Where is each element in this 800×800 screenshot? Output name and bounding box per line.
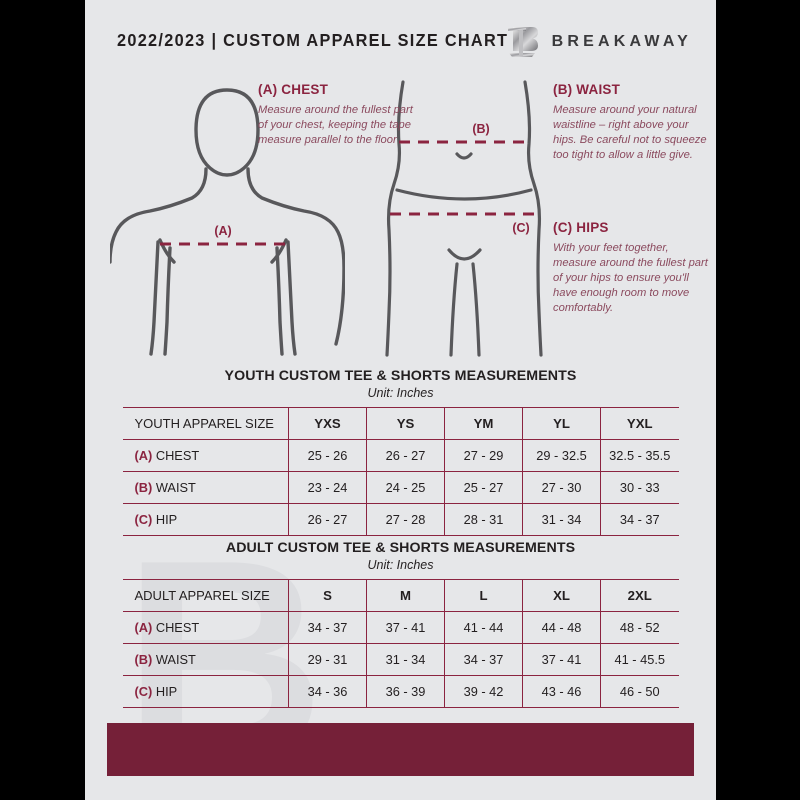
breakaway-b-monogram-icon [507, 27, 538, 57]
youth-hip-4: 34 - 37 [600, 503, 679, 536]
row-name: WAIST [155, 652, 196, 667]
row-tag: (C) [134, 684, 153, 699]
adult-size-4: 2XL [600, 579, 679, 612]
table-row: (C) HIP 34 - 36 36 - 39 39 - 42 43 - 46 … [122, 675, 679, 708]
adult-hip-3: 43 - 46 [522, 675, 601, 708]
youth-size-3: YL [522, 407, 601, 440]
waist-marker-label: (B) [472, 122, 489, 136]
adult-row-chest-label: (A) CHEST [122, 611, 289, 644]
adult-size-0: S [288, 579, 367, 612]
youth-size-1: YS [366, 407, 445, 440]
youth-chest-0: 25 - 26 [288, 439, 367, 472]
youth-table-unit: Unit: Inches [367, 386, 434, 400]
adult-row-hip-label: (C) HIP [122, 675, 289, 708]
youth-waist-0: 23 - 24 [288, 471, 367, 504]
measurement-illustrations: (A) (B) (C) [85, 70, 716, 360]
adult-size-2: L [444, 579, 523, 612]
youth-waist-3: 27 - 30 [522, 471, 601, 504]
footer-accent-bar [107, 723, 694, 776]
adult-table-title: ADULT CUSTOM TEE & SHORTS MEASUREMENTS [225, 540, 576, 556]
youth-chest-3: 29 - 32.5 [522, 439, 601, 472]
adult-waist-2: 34 - 37 [444, 643, 523, 676]
adult-waist-4: 41 - 45.5 [600, 643, 679, 676]
note-chest-title: (A) CHEST [258, 82, 329, 97]
youth-hip-3: 31 - 34 [522, 503, 601, 536]
adult-hip-4: 46 - 50 [600, 675, 679, 708]
youth-size-4: YXL [600, 407, 679, 440]
row-tag: (B) [134, 652, 153, 667]
page-title: 2022/2023 | CUSTOM APPAREL SIZE CHART [117, 30, 509, 50]
note-waist-body: Measure around your natural waistline – … [553, 104, 707, 161]
youth-row-hip-label: (C) HIP [122, 503, 289, 536]
adult-chest-1: 37 - 41 [366, 611, 445, 644]
table-row: (B) WAIST 29 - 31 31 - 34 34 - 37 37 - 4… [122, 643, 679, 676]
adult-chest-2: 41 - 44 [444, 611, 523, 644]
youth-waist-2: 25 - 27 [444, 471, 523, 504]
adult-hip-1: 36 - 39 [366, 675, 445, 708]
adult-chest-3: 44 - 48 [522, 611, 601, 644]
brand-name: BREAKAWAY [551, 33, 692, 50]
torso-figure-illustration: (A) [110, 88, 345, 356]
youth-row-waist-label: (B) WAIST [122, 471, 289, 504]
adult-measurements-table: ADULT APPAREL SIZE S M L XL 2XL (A) CHES… [122, 579, 679, 708]
youth-waist-4: 30 - 33 [600, 471, 679, 504]
note-hips: (C) HIPS With your feet together, measur… [553, 220, 713, 315]
youth-hip-2: 28 - 31 [444, 503, 523, 536]
note-hips-title: (C) HIPS [553, 220, 609, 235]
youth-waist-1: 24 - 25 [366, 471, 445, 504]
table-row: (C) HIP 26 - 27 27 - 28 28 - 31 31 - 34 … [122, 503, 679, 536]
row-tag: (C) [134, 512, 153, 527]
size-chart-page: B 2022/2023 | CUSTOM APPAREL SIZE CHART [85, 0, 716, 800]
adult-waist-1: 31 - 34 [366, 643, 445, 676]
youth-measurements-table: YOUTH APPAREL SIZE YXS YS YM YL YXL (A) … [122, 407, 679, 536]
note-chest: (A) CHEST Measure around the fullest par… [258, 82, 418, 148]
table-row: (B) WAIST 23 - 24 24 - 25 25 - 27 27 - 3… [122, 471, 679, 504]
youth-hip-0: 26 - 27 [288, 503, 367, 536]
row-name: HIP [155, 684, 178, 699]
youth-chest-2: 27 - 29 [444, 439, 523, 472]
youth-chest-4: 32.5 - 35.5 [600, 439, 679, 472]
adult-size-1: M [366, 579, 445, 612]
adult-chest-0: 34 - 37 [288, 611, 367, 644]
adult-size-label: ADULT APPAREL SIZE [122, 579, 289, 612]
note-waist: (B) WAIST Measure around your natural wa… [553, 82, 713, 163]
adult-size-3: XL [522, 579, 601, 612]
adult-row-waist-label: (B) WAIST [122, 643, 289, 676]
youth-row-chest-label: (A) CHEST [122, 439, 289, 472]
hips-marker-label: (C) [512, 221, 529, 235]
row-tag: (B) [134, 480, 153, 495]
note-chest-body: Measure around the fullest part of your … [258, 104, 413, 146]
adult-measurements-section: ADULT CUSTOM TEE & SHORTS MEASUREMENTS U… [85, 540, 716, 708]
chest-marker-label: (A) [214, 224, 231, 238]
adult-hip-0: 34 - 36 [288, 675, 367, 708]
adult-chest-4: 48 - 52 [600, 611, 679, 644]
table-row: (A) CHEST 25 - 26 26 - 27 27 - 29 29 - 3… [122, 439, 679, 472]
row-name: CHEST [155, 448, 200, 463]
adult-waist-3: 37 - 41 [522, 643, 601, 676]
row-name: CHEST [155, 620, 200, 635]
table-header-row: YOUTH APPAREL SIZE YXS YS YM YL YXL [122, 407, 679, 440]
youth-size-2: YM [444, 407, 523, 440]
adult-hip-2: 39 - 42 [444, 675, 523, 708]
page-header: 2022/2023 | CUSTOM APPAREL SIZE CHART BR… [85, 22, 716, 66]
table-header-row: ADULT APPAREL SIZE S M L XL 2XL [122, 579, 679, 612]
youth-measurements-section: YOUTH CUSTOM TEE & SHORTS MEASUREMENTS U… [85, 368, 716, 536]
note-waist-title: (B) WAIST [553, 82, 621, 97]
table-row: (A) CHEST 34 - 37 37 - 41 41 - 44 44 - 4… [122, 611, 679, 644]
row-tag: (A) [134, 448, 153, 463]
row-tag: (A) [134, 620, 153, 635]
youth-size-0: YXS [288, 407, 367, 440]
hips-figure-illustration: (B) (C) [385, 80, 543, 357]
note-hips-body: With your feet together, measure around … [553, 242, 708, 314]
brand-block: BREAKAWAY [506, 22, 692, 62]
youth-table-title: YOUTH CUSTOM TEE & SHORTS MEASUREMENTS [224, 368, 577, 384]
youth-chest-1: 26 - 27 [366, 439, 445, 472]
row-name: HIP [155, 512, 178, 527]
youth-size-label: YOUTH APPAREL SIZE [122, 407, 289, 440]
row-name: WAIST [155, 480, 196, 495]
adult-table-unit: Unit: Inches [367, 558, 434, 572]
adult-waist-0: 29 - 31 [288, 643, 367, 676]
youth-hip-1: 27 - 28 [366, 503, 445, 536]
